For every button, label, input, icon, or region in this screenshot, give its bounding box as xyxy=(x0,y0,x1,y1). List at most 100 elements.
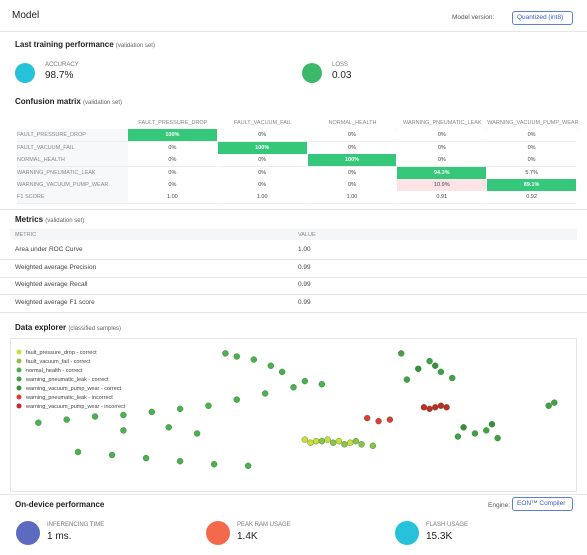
matrix-cell: 1.00 xyxy=(217,191,307,205)
matrix-cell: 0% xyxy=(487,129,576,143)
stat-label: PEAK RAM USAGE xyxy=(237,522,291,528)
sample-point xyxy=(244,462,252,470)
sample-point xyxy=(301,377,309,385)
sample-point xyxy=(454,433,462,440)
section-title: Metrics (validation set) xyxy=(15,215,85,224)
divider xyxy=(0,31,587,32)
sample-point xyxy=(222,350,229,357)
sample-point xyxy=(329,439,337,446)
sample-point xyxy=(551,399,558,406)
sample-point xyxy=(142,454,150,462)
matrix-cell: 0% xyxy=(128,179,217,192)
legend-label: warning_vacuum_pump_wear - incorrect xyxy=(25,404,126,410)
legend-swatch xyxy=(16,349,22,355)
metric-value: 0.99 xyxy=(298,281,311,288)
legend-swatch xyxy=(16,394,22,400)
matrix-row-label: WARNING_VACUUM_PUMP_WEAR xyxy=(17,179,128,192)
sample-point xyxy=(301,436,309,443)
sample-point xyxy=(205,402,212,409)
matrix-header: WARNING_PNEUMATIC_LEAK xyxy=(397,117,488,130)
matrix-cell: 0% xyxy=(217,129,307,143)
metric-value: 0.99 xyxy=(298,263,311,271)
sample-point xyxy=(432,362,439,369)
matrix-cell: 0% xyxy=(307,179,397,192)
sample-point xyxy=(437,402,445,409)
legend-label: normal_health - correct xyxy=(26,368,83,374)
sample-point xyxy=(426,357,433,365)
stat-label: INFERENCING TIME xyxy=(47,522,105,528)
sample-point xyxy=(494,434,501,442)
sample-point xyxy=(233,396,241,403)
stat-icon xyxy=(15,63,35,83)
stat-icon xyxy=(302,63,322,83)
matrix-cell: 5.7% xyxy=(487,166,576,180)
sample-point xyxy=(250,356,258,363)
sample-point xyxy=(318,381,326,388)
sample-point xyxy=(375,417,382,425)
divider xyxy=(0,311,587,313)
metric-name: Weighted average Recall xyxy=(15,281,88,288)
matrix-cell: 89.1% xyxy=(487,179,576,192)
sample-point xyxy=(35,419,42,426)
divider xyxy=(0,259,587,260)
matrix-cell: 0% xyxy=(397,141,487,155)
matrix-cell: 0% xyxy=(487,141,576,155)
divider xyxy=(0,494,587,495)
version-label: Model version: xyxy=(452,14,495,21)
matrix-header: FAULT_PRESSURE_DROP xyxy=(128,117,218,130)
sample-point xyxy=(210,461,218,468)
metric-name: Weighted average Precision xyxy=(15,263,97,271)
divider xyxy=(0,276,587,278)
sample-point xyxy=(483,427,490,434)
legend-label: fault_vacuum_fail - correct xyxy=(26,359,91,365)
engine-label: Engine: xyxy=(488,502,511,509)
metric-value: 1.00 xyxy=(298,246,311,253)
sample-point xyxy=(443,404,450,411)
engine-select[interactable]: EON™ Compiler xyxy=(512,497,573,511)
version-select[interactable]: Quantized (int8) xyxy=(512,11,573,25)
sample-point xyxy=(460,424,467,431)
sample-point xyxy=(312,437,320,445)
sample-point xyxy=(545,402,552,409)
matrix-cell: 100% xyxy=(217,141,307,155)
sample-point xyxy=(449,374,456,382)
section-note: (validation set) xyxy=(83,100,123,106)
stat-value: 98.7% xyxy=(45,70,74,81)
sample-point xyxy=(193,430,201,437)
sample-point xyxy=(318,437,326,445)
matrix-cell: 100% xyxy=(128,129,217,143)
matrix-cell: 0% xyxy=(487,154,576,168)
matrix-cell: 0% xyxy=(217,154,307,168)
sample-point xyxy=(120,427,127,434)
section-title: On-device performance xyxy=(15,500,105,509)
sample-point xyxy=(233,353,241,360)
legend-swatch xyxy=(16,385,22,391)
matrix-header: NORMAL_HEALTH xyxy=(307,117,398,130)
matrix-header: WARNING_VACUUM_PUMP_WEAR xyxy=(487,117,579,130)
sample-point xyxy=(358,441,365,448)
metric-name: Area under ROC Curve xyxy=(15,246,83,253)
matrix-cell: 0.91 xyxy=(397,191,487,205)
sample-point xyxy=(176,405,184,413)
matrix-cell: 0% xyxy=(307,166,397,180)
sample-point xyxy=(74,448,82,456)
sample-point xyxy=(290,384,297,391)
matrix-cell: 0% xyxy=(307,129,397,143)
stat-value: 1.4K xyxy=(237,531,258,542)
sample-point xyxy=(91,413,99,420)
matrix-cell: 0% xyxy=(397,129,487,143)
matrix-cell: 10.9% xyxy=(397,179,487,192)
sample-point xyxy=(415,365,422,372)
stat-label: LOSS xyxy=(332,62,349,68)
matrix-header: FAULT_VACUUM_FAIL xyxy=(217,117,308,130)
matrix-cell: 0% xyxy=(397,154,487,168)
sample-point xyxy=(437,368,445,376)
matrix-row-label: F1 SCORE xyxy=(17,191,128,205)
legend-swatch xyxy=(16,403,22,409)
sample-point xyxy=(278,368,286,376)
stat-icon xyxy=(16,521,40,545)
matrix-cell: 1.00 xyxy=(307,191,397,205)
sample-point xyxy=(364,414,371,422)
sample-point xyxy=(398,350,405,357)
